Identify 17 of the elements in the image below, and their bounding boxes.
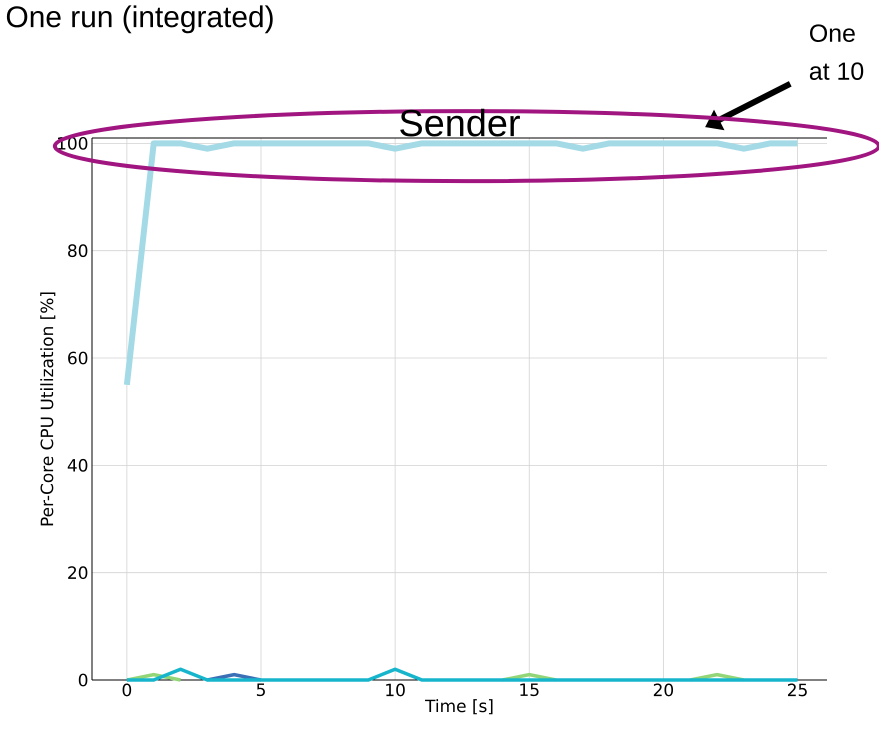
text: at 10: [810, 62, 864, 80]
y-tick-label: 60: [68, 352, 88, 364]
y-tick-label: 20: [68, 566, 88, 580]
x-tick-label: 5: [256, 684, 265, 696]
chart-title: Sender: [400, 108, 520, 137]
y-tick-label: 0: [78, 674, 88, 686]
x-tick-label: 10: [386, 684, 405, 696]
x-tick-label: 25: [788, 684, 807, 696]
x-tick-label: 0: [122, 684, 132, 696]
y-tick-label: 80: [68, 244, 88, 258]
y-axis-title: Per-Core CPU Utilization [%]: [40, 292, 56, 526]
x-axis-title: Time [s]: [425, 699, 492, 714]
text: One run (integrated): [6, 5, 273, 34]
x-tick-label: 15: [520, 684, 539, 696]
text: One: [810, 24, 855, 42]
x-tick-label: 20: [654, 684, 674, 696]
y-tick-label: 40: [68, 458, 88, 472]
